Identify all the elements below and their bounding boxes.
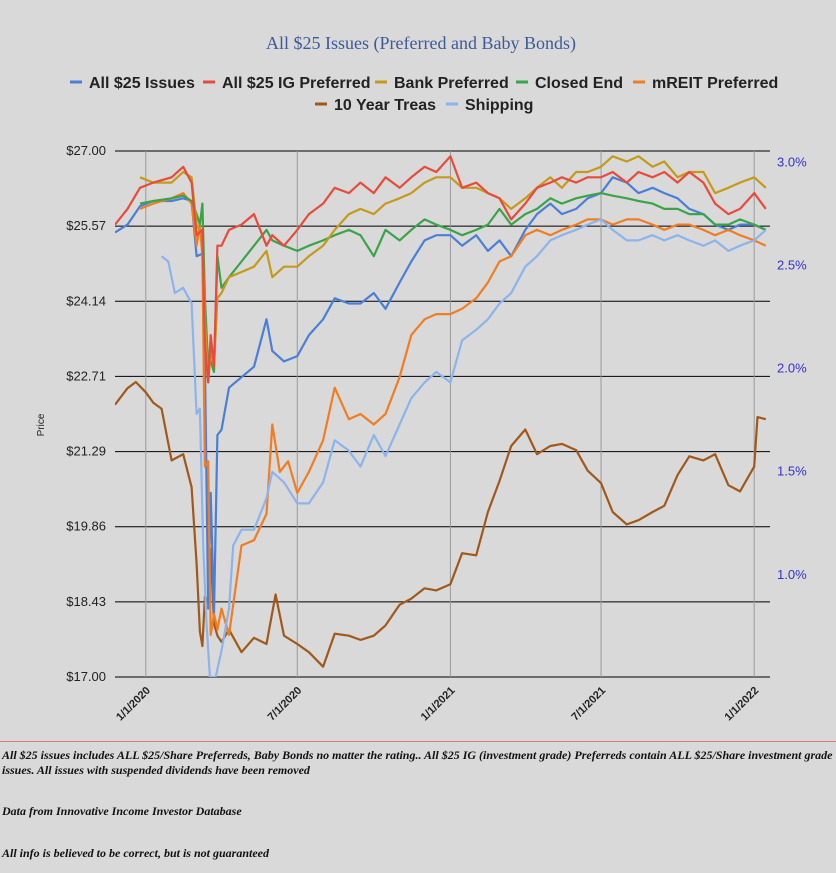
- legend-entry: All $25 Issues: [89, 75, 195, 92]
- y-tick-label: $18.43: [66, 594, 106, 609]
- y2-tick-label: 2.0%: [777, 361, 807, 376]
- series-line-1: [115, 155, 767, 384]
- y-tick-label: $22.71: [66, 368, 106, 383]
- y-tick-label: $21.29: [66, 444, 106, 459]
- series-line-6: [160, 218, 767, 677]
- footnote-disclaimer: All info is believed to be correct, but …: [2, 846, 269, 860]
- legend-entry: Bank Preferred: [394, 75, 509, 92]
- series-line-4: [139, 192, 767, 637]
- y-tick-label: $19.86: [66, 519, 106, 534]
- divider-line: [0, 741, 836, 742]
- series-line-5: [115, 380, 767, 668]
- legend-entry: Shipping: [465, 97, 533, 114]
- legend: All $25 Issues All $25 IG Preferred Bank P…: [70, 75, 778, 114]
- x-tick-label: 1/1/2020: [114, 685, 153, 724]
- y-tick-label: $17.00: [66, 669, 106, 684]
- y2-tick-label: 1.5%: [777, 464, 807, 479]
- y-tick-label: $27.00: [66, 143, 106, 158]
- x-tick-label: 7/1/2021: [569, 685, 608, 724]
- y2-tick-label: 1.0%: [777, 567, 807, 582]
- y2-tick-label: 2.5%: [777, 257, 807, 272]
- grid: [115, 150, 770, 678]
- axis-labels: $27.00 $25.57 $24.14 $22.71 $21.29 $19.86 $18.…: [66, 143, 807, 723]
- y-tick-label: $24.14: [66, 293, 106, 308]
- x-tick-label: 7/1/2020: [266, 685, 305, 724]
- series-line-0: [115, 176, 767, 616]
- footnote-source: Data from Innovative Income Investor Dat…: [2, 804, 242, 818]
- legend-entry: mREIT Preferred: [652, 75, 778, 92]
- legend-entry: Closed End: [535, 75, 623, 92]
- y-axis-label: Price: [36, 413, 47, 436]
- chart: All $25 Issues (Preferred and Baby Bonds…: [36, 33, 807, 723]
- chart-title: All $25 Issues (Preferred and Baby Bonds…: [266, 33, 576, 54]
- footnote-coverage: All $25 issues includes ALL $25/Share Pr…: [2, 748, 833, 777]
- x-tick-label: 1/1/2021: [419, 685, 458, 724]
- series-layer: [115, 155, 767, 677]
- series-line-3: [139, 192, 767, 373]
- y-tick-label: $25.57: [66, 218, 106, 233]
- x-tick-label: 1/1/2022: [723, 685, 762, 724]
- legend-entry: 10 Year Treas: [334, 97, 436, 114]
- y2-tick-label: 3.0%: [777, 154, 807, 169]
- legend-entry: All $25 IG Preferred: [222, 75, 371, 92]
